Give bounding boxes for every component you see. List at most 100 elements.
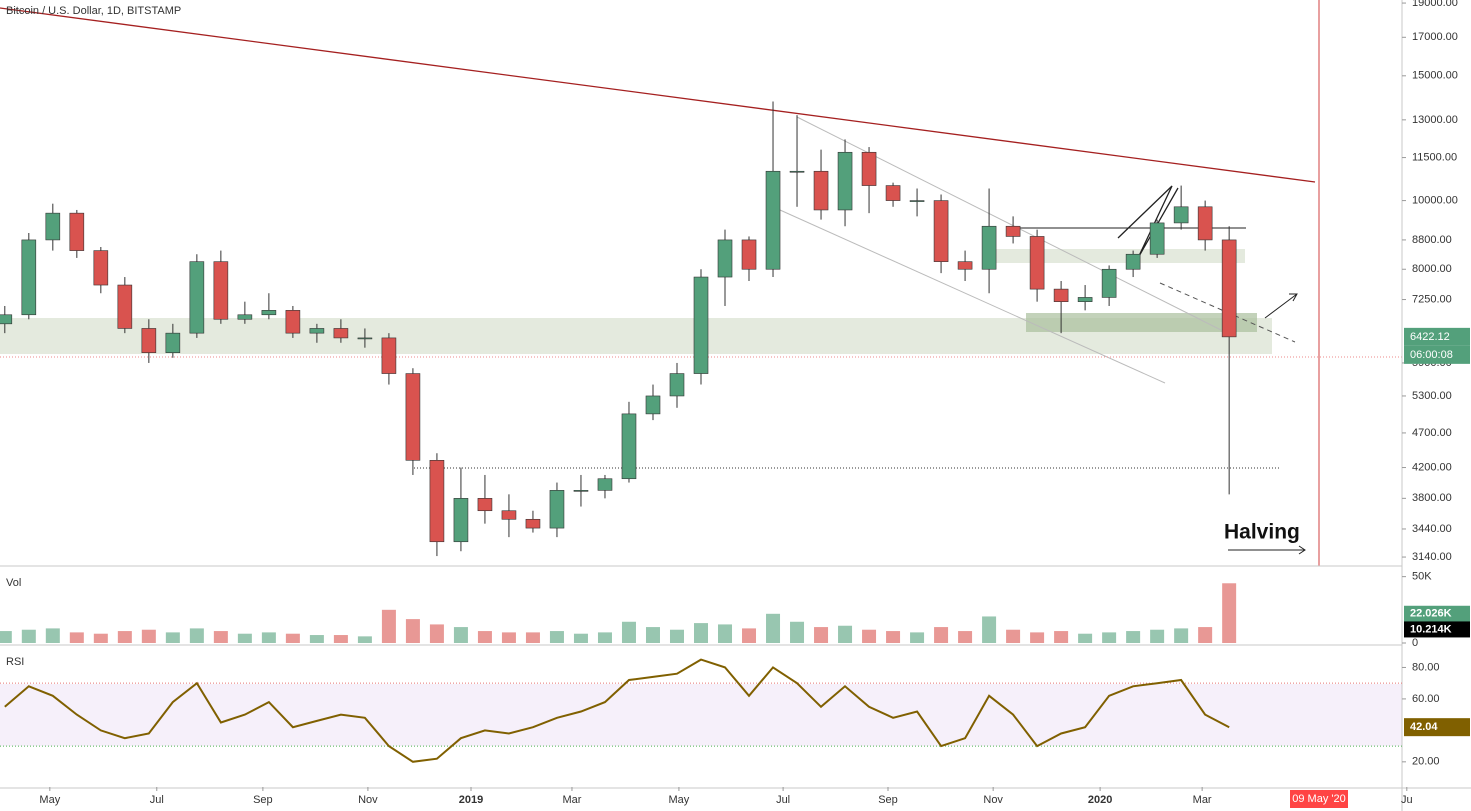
y-tick-label: 10000.00 — [1412, 194, 1458, 206]
rsi-last-box — [1404, 718, 1470, 737]
rsi-last: 42.04 — [1410, 721, 1438, 733]
candle-body — [693, 276, 709, 374]
volume-bar — [69, 632, 84, 643]
y-tick-label: 11500.00 — [1412, 151, 1457, 163]
y-tick-label: 5300.00 — [1412, 390, 1452, 402]
volume-bar — [814, 627, 829, 643]
volume-bar — [453, 627, 468, 643]
candle-body — [621, 413, 637, 480]
volume-bar — [718, 624, 733, 643]
candle-body — [1029, 236, 1045, 290]
candle-body — [813, 170, 829, 211]
volume-marker: 22.026K — [1410, 608, 1452, 620]
candle-body — [717, 239, 733, 278]
candle-body — [645, 395, 661, 415]
volume-bar — [0, 631, 12, 643]
chart-title: Bitcoin / U.S. Dollar, 1D, BITSTAMP — [6, 5, 181, 17]
candle-body — [189, 261, 205, 334]
x-tick-label: May — [39, 794, 60, 806]
y-tick-label: 80.00 — [1412, 661, 1440, 673]
candle-body — [1197, 206, 1213, 241]
y-tick-label: 50K — [1412, 571, 1432, 583]
event-date: 09 May '20 — [1292, 793, 1345, 805]
volume-bar — [549, 631, 564, 643]
candle-body — [309, 328, 325, 334]
candle-body — [549, 490, 565, 529]
candle-body — [21, 239, 37, 316]
volume-bar — [261, 632, 276, 643]
volume-bar — [597, 632, 612, 643]
volume-bar — [645, 627, 660, 643]
volume-bar — [21, 629, 36, 643]
volume-bar — [886, 631, 901, 643]
channel-bottom — [779, 209, 1166, 384]
volume-bar — [117, 631, 132, 643]
x-tick-label: Sep — [253, 794, 273, 806]
candle-body — [669, 373, 685, 397]
volume-bar — [790, 621, 805, 643]
volume-bar — [958, 631, 973, 643]
resistance-zone — [982, 249, 1245, 263]
candle-body — [573, 490, 589, 492]
last-price: 6422.12 — [1410, 331, 1450, 343]
candle-body — [333, 328, 349, 339]
candle-body — [0, 314, 13, 325]
volume-bar — [165, 632, 180, 643]
volume-bar — [1126, 631, 1141, 643]
candle-body — [1077, 297, 1093, 302]
candle-body — [381, 337, 397, 374]
candle-body — [981, 225, 997, 270]
volume-bar — [1102, 632, 1117, 643]
x-tick-label: 2020 — [1088, 794, 1112, 806]
y-tick-label: 13000.00 — [1412, 114, 1458, 126]
trend-line — [0, 7, 1316, 183]
volume-bar — [501, 632, 516, 643]
candle-body — [165, 332, 181, 353]
volume-bar — [910, 632, 925, 643]
y-tick-label: 3440.00 — [1412, 523, 1452, 535]
rsi-title: RSI — [6, 656, 24, 668]
candle-body — [933, 200, 949, 262]
volume-bar — [309, 635, 324, 643]
volume-bar — [405, 619, 420, 643]
candle-body — [861, 151, 877, 186]
rsi-band — [0, 684, 1402, 746]
y-tick-label: 20.00 — [1412, 756, 1440, 768]
volume-bar — [525, 632, 540, 643]
y-tick-label: 8000.00 — [1412, 263, 1452, 275]
y-tick-label: 0 — [1412, 637, 1418, 649]
volume-bar — [381, 609, 396, 643]
y-tick-label: 8800.00 — [1412, 234, 1452, 246]
wedge — [1117, 185, 1179, 259]
volume-bar — [189, 628, 204, 643]
y-tick-label: 7250.00 — [1412, 293, 1452, 305]
candle-body — [117, 284, 133, 329]
x-tick-label: 2019 — [459, 794, 483, 806]
candle-body — [957, 261, 973, 270]
y-tick-label: 4200.00 — [1412, 461, 1452, 473]
y-tick-label: 60.00 — [1412, 693, 1440, 705]
volume-bar — [742, 628, 757, 643]
volume-bar — [766, 613, 781, 643]
rsi-line — [4, 658, 1230, 763]
volume-bar — [477, 631, 492, 643]
volume-bar — [1054, 631, 1069, 643]
volume-bar — [1174, 628, 1189, 643]
x-tick-label: Jul — [150, 794, 164, 806]
annotation: Halving — [1224, 521, 1300, 544]
candle-body — [525, 518, 541, 529]
candle-body — [1149, 222, 1165, 255]
x-tick-label: Mar — [1193, 794, 1212, 806]
volume-bar — [1006, 629, 1021, 643]
last-price-box — [1404, 327, 1470, 346]
support-zone-strong — [1026, 313, 1257, 332]
volume-title: Vol — [6, 577, 21, 589]
candle-body — [885, 185, 901, 201]
x-tick-label: Ju — [1401, 794, 1413, 806]
candle-body — [1053, 288, 1069, 302]
candle-body — [837, 151, 853, 211]
volume-marker: 10.214K — [1410, 623, 1452, 635]
y-tick-label: 17000.00 — [1412, 31, 1458, 43]
candle-body — [1101, 268, 1117, 298]
